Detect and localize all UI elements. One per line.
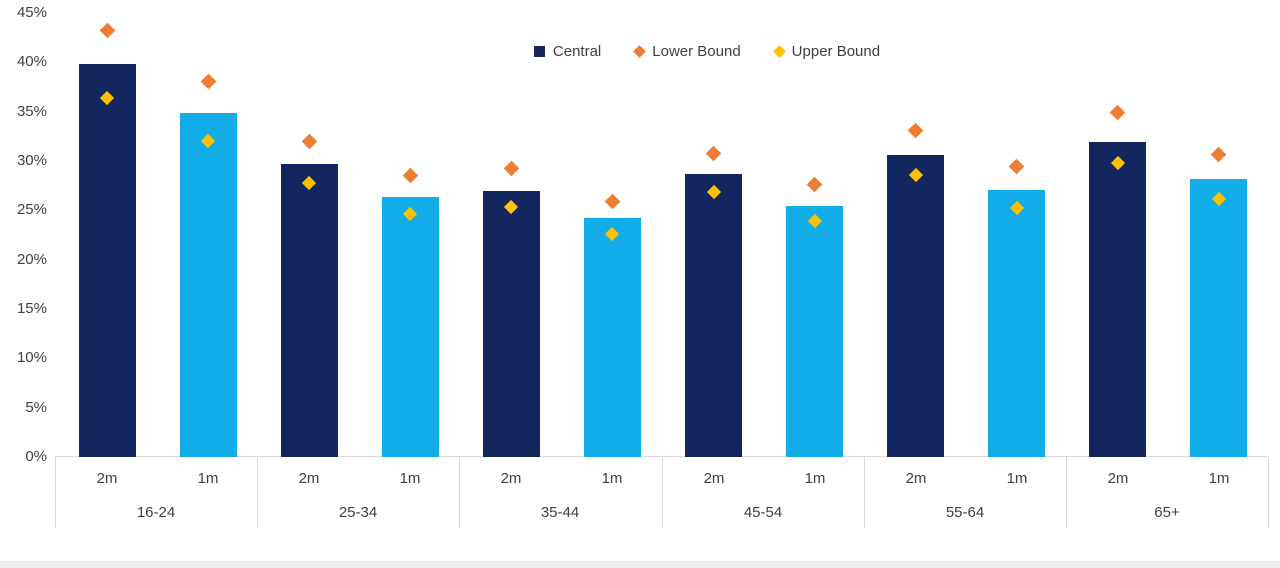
bar-central-65+-2m — [1089, 142, 1146, 457]
bar-central-16-24-1m — [180, 113, 237, 457]
y-tick-label: 10% — [16, 349, 47, 367]
x-group-label-55-64: 55-64 — [945, 504, 985, 521]
x-sublabel-55-64-2m: 2m — [905, 470, 927, 487]
x-sublabel-16-24-1m: 1m — [197, 470, 219, 487]
marker-lower-bound-45-54-1m — [806, 176, 823, 193]
bar-central-25-34-1m — [382, 197, 439, 457]
legend-label: Upper Bound — [791, 43, 881, 60]
x-group-label-65+: 65+ — [1154, 504, 1180, 521]
x-sublabel-35-44-1m: 1m — [601, 470, 623, 487]
marker-lower-bound-25-34-1m — [402, 167, 419, 184]
bar-central-25-34-2m — [281, 164, 338, 457]
bar-central-45-54-1m — [786, 206, 843, 457]
marker-lower-bound-55-64-1m — [1008, 158, 1025, 175]
legend-square-icon — [533, 46, 545, 57]
marker-lower-bound-16-24-2m — [99, 22, 116, 39]
x-axis-line — [55, 456, 1268, 457]
legend-item-lower-bound: Lower Bound — [633, 43, 741, 60]
x-sublabel-45-54-2m: 2m — [703, 470, 725, 487]
y-tick-label: 20% — [16, 250, 47, 268]
marker-lower-bound-45-54-2m — [705, 145, 722, 162]
y-tick-label: 15% — [16, 300, 47, 317]
bar-central-55-64-1m — [988, 190, 1045, 457]
legend-item-central: Central — [533, 43, 602, 60]
y-tick-label: 35% — [16, 102, 47, 120]
chart-legend: Central Lower Bound Upper Bound — [134, 43, 1280, 60]
marker-lower-bound-16-24-1m — [200, 73, 217, 90]
x-group-label-25-34: 25-34 — [338, 504, 378, 521]
bar-central-16-24-2m — [79, 64, 136, 457]
marker-lower-bound-65+-2m — [1109, 104, 1126, 121]
x-sublabel-65+-1m: 1m — [1208, 470, 1230, 487]
legend-diamond-icon — [633, 45, 647, 58]
legend-item-upper-bound: Upper Bound — [772, 43, 881, 60]
category-separator — [1066, 457, 1067, 528]
bar-central-35-44-2m — [483, 191, 540, 457]
x-sublabel-55-64-1m: 1m — [1006, 470, 1028, 487]
marker-lower-bound-65+-1m — [1210, 146, 1227, 163]
bar-central-45-54-2m — [685, 174, 742, 457]
legend-label: Lower Bound — [652, 43, 741, 60]
x-sublabel-16-24-2m: 2m — [96, 470, 118, 487]
category-separator — [1268, 457, 1269, 528]
bar-central-65+-1m — [1190, 179, 1247, 457]
category-separator — [257, 457, 258, 528]
marker-lower-bound-35-44-1m — [604, 193, 621, 210]
x-sublabel-25-34-1m: 1m — [399, 470, 421, 487]
category-separator — [662, 457, 663, 528]
bottom-divider — [0, 561, 1280, 568]
marker-lower-bound-35-44-2m — [503, 160, 520, 177]
y-tick-label: 30% — [16, 152, 47, 169]
category-separator — [864, 457, 865, 528]
bar-central-55-64-2m — [887, 155, 944, 457]
marker-lower-bound-55-64-2m — [907, 122, 924, 139]
x-group-label-45-54: 45-54 — [743, 504, 783, 521]
x-sublabel-45-54-1m: 1m — [804, 470, 826, 487]
legend-diamond-icon — [772, 45, 786, 58]
marker-lower-bound-25-34-2m — [301, 133, 318, 150]
x-group-label-35-44: 35-44 — [540, 504, 580, 521]
legend-label: Central — [552, 43, 602, 60]
y-tick-label: 25% — [16, 201, 47, 219]
y-tick-label: 0% — [25, 448, 47, 465]
y-tick-label: 45% — [16, 4, 47, 21]
y-tick-label: 5% — [25, 398, 47, 416]
y-tick-label: 40% — [16, 53, 47, 71]
category-separator — [459, 457, 460, 528]
x-sublabel-65+-2m: 2m — [1107, 470, 1129, 487]
x-sublabel-25-34-2m: 2m — [298, 470, 320, 487]
x-group-label-16-24: 16-24 — [136, 504, 176, 521]
category-separator — [55, 457, 56, 528]
bar-central-35-44-1m — [584, 218, 641, 457]
x-sublabel-35-44-2m: 2m — [500, 470, 522, 487]
